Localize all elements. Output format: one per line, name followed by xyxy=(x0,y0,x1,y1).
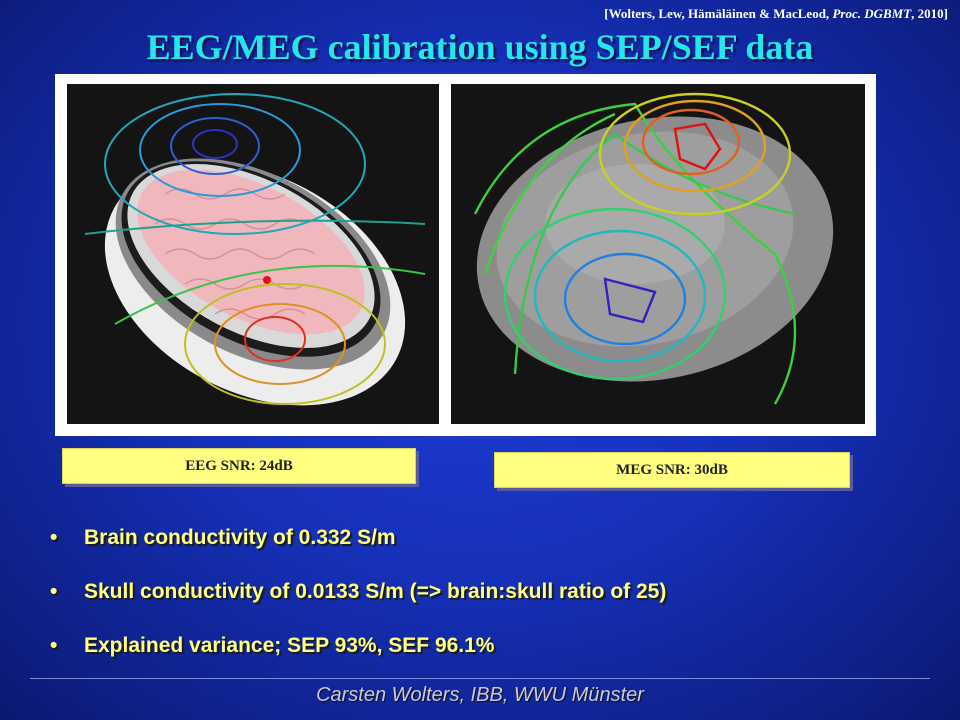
slide-title: EEG/MEG calibration using SEP/SEF data xyxy=(146,27,814,67)
citation-open: [Wolters, Lew, Hämäläinen & MacLeod, xyxy=(604,6,833,21)
bullet-dot-icon: • xyxy=(50,526,58,549)
bullet-item: • Explained variance; SEP 93%, SEF 96.1% xyxy=(46,628,666,682)
bullet-text: Brain conductivity of 0.332 S/m xyxy=(84,526,396,549)
bullet-text: Explained variance; SEP 93%, SEF 96.1% xyxy=(84,634,495,657)
bullet-text: Skull conductivity of 0.0133 S/m (=> bra… xyxy=(84,580,667,603)
eeg-snr-label: EEG SNR: 24dB xyxy=(62,448,416,484)
bullet-dot-icon: • xyxy=(50,634,58,657)
footer-author: Carsten Wolters, IBB, WWU Münster xyxy=(316,684,644,706)
bullet-item: • Brain conductivity of 0.332 S/m xyxy=(46,520,666,574)
footer-divider xyxy=(30,678,930,679)
bullet-dot-icon: • xyxy=(50,580,58,603)
citation-journal: Proc. DGBMT xyxy=(832,6,912,21)
meg-brain-image xyxy=(451,84,865,424)
citation-close: , 2010] xyxy=(911,6,948,21)
meg-snr-label: MEG SNR: 30dB xyxy=(494,452,850,488)
bullet-list: • Brain conductivity of 0.332 S/m • Skull … xyxy=(46,520,666,682)
citation: [Wolters, Lew, Hämäläinen & MacLeod, Pro… xyxy=(604,6,948,22)
figure-panel xyxy=(55,74,876,436)
bullet-item: • Skull conductivity of 0.0133 S/m (=> br… xyxy=(46,574,666,628)
eeg-head-image xyxy=(67,84,439,424)
